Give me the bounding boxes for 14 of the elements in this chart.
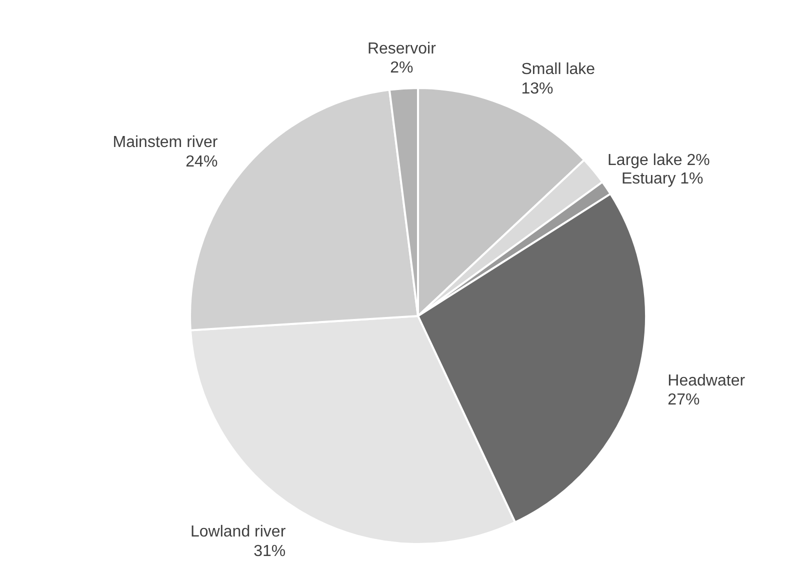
- data-label: 24%: [186, 153, 218, 170]
- data-label: 2%: [390, 60, 414, 77]
- data-label: 1%: [680, 170, 704, 188]
- slice-label: Headwater: [668, 372, 746, 390]
- data-label: 2%: [686, 152, 710, 169]
- data-label: 31%: [254, 542, 286, 560]
- slice-label: Large lake: [608, 152, 682, 169]
- data-label: 27%: [668, 392, 700, 409]
- slice-label: Estuary: [621, 170, 676, 188]
- data-label: 13%: [521, 80, 554, 98]
- slice-label: Reservoir: [367, 40, 437, 58]
- slice-label: Lowland river: [190, 524, 286, 541]
- slice-label: Mainstem river: [112, 134, 218, 152]
- slice-label: Small lake: [521, 61, 596, 78]
